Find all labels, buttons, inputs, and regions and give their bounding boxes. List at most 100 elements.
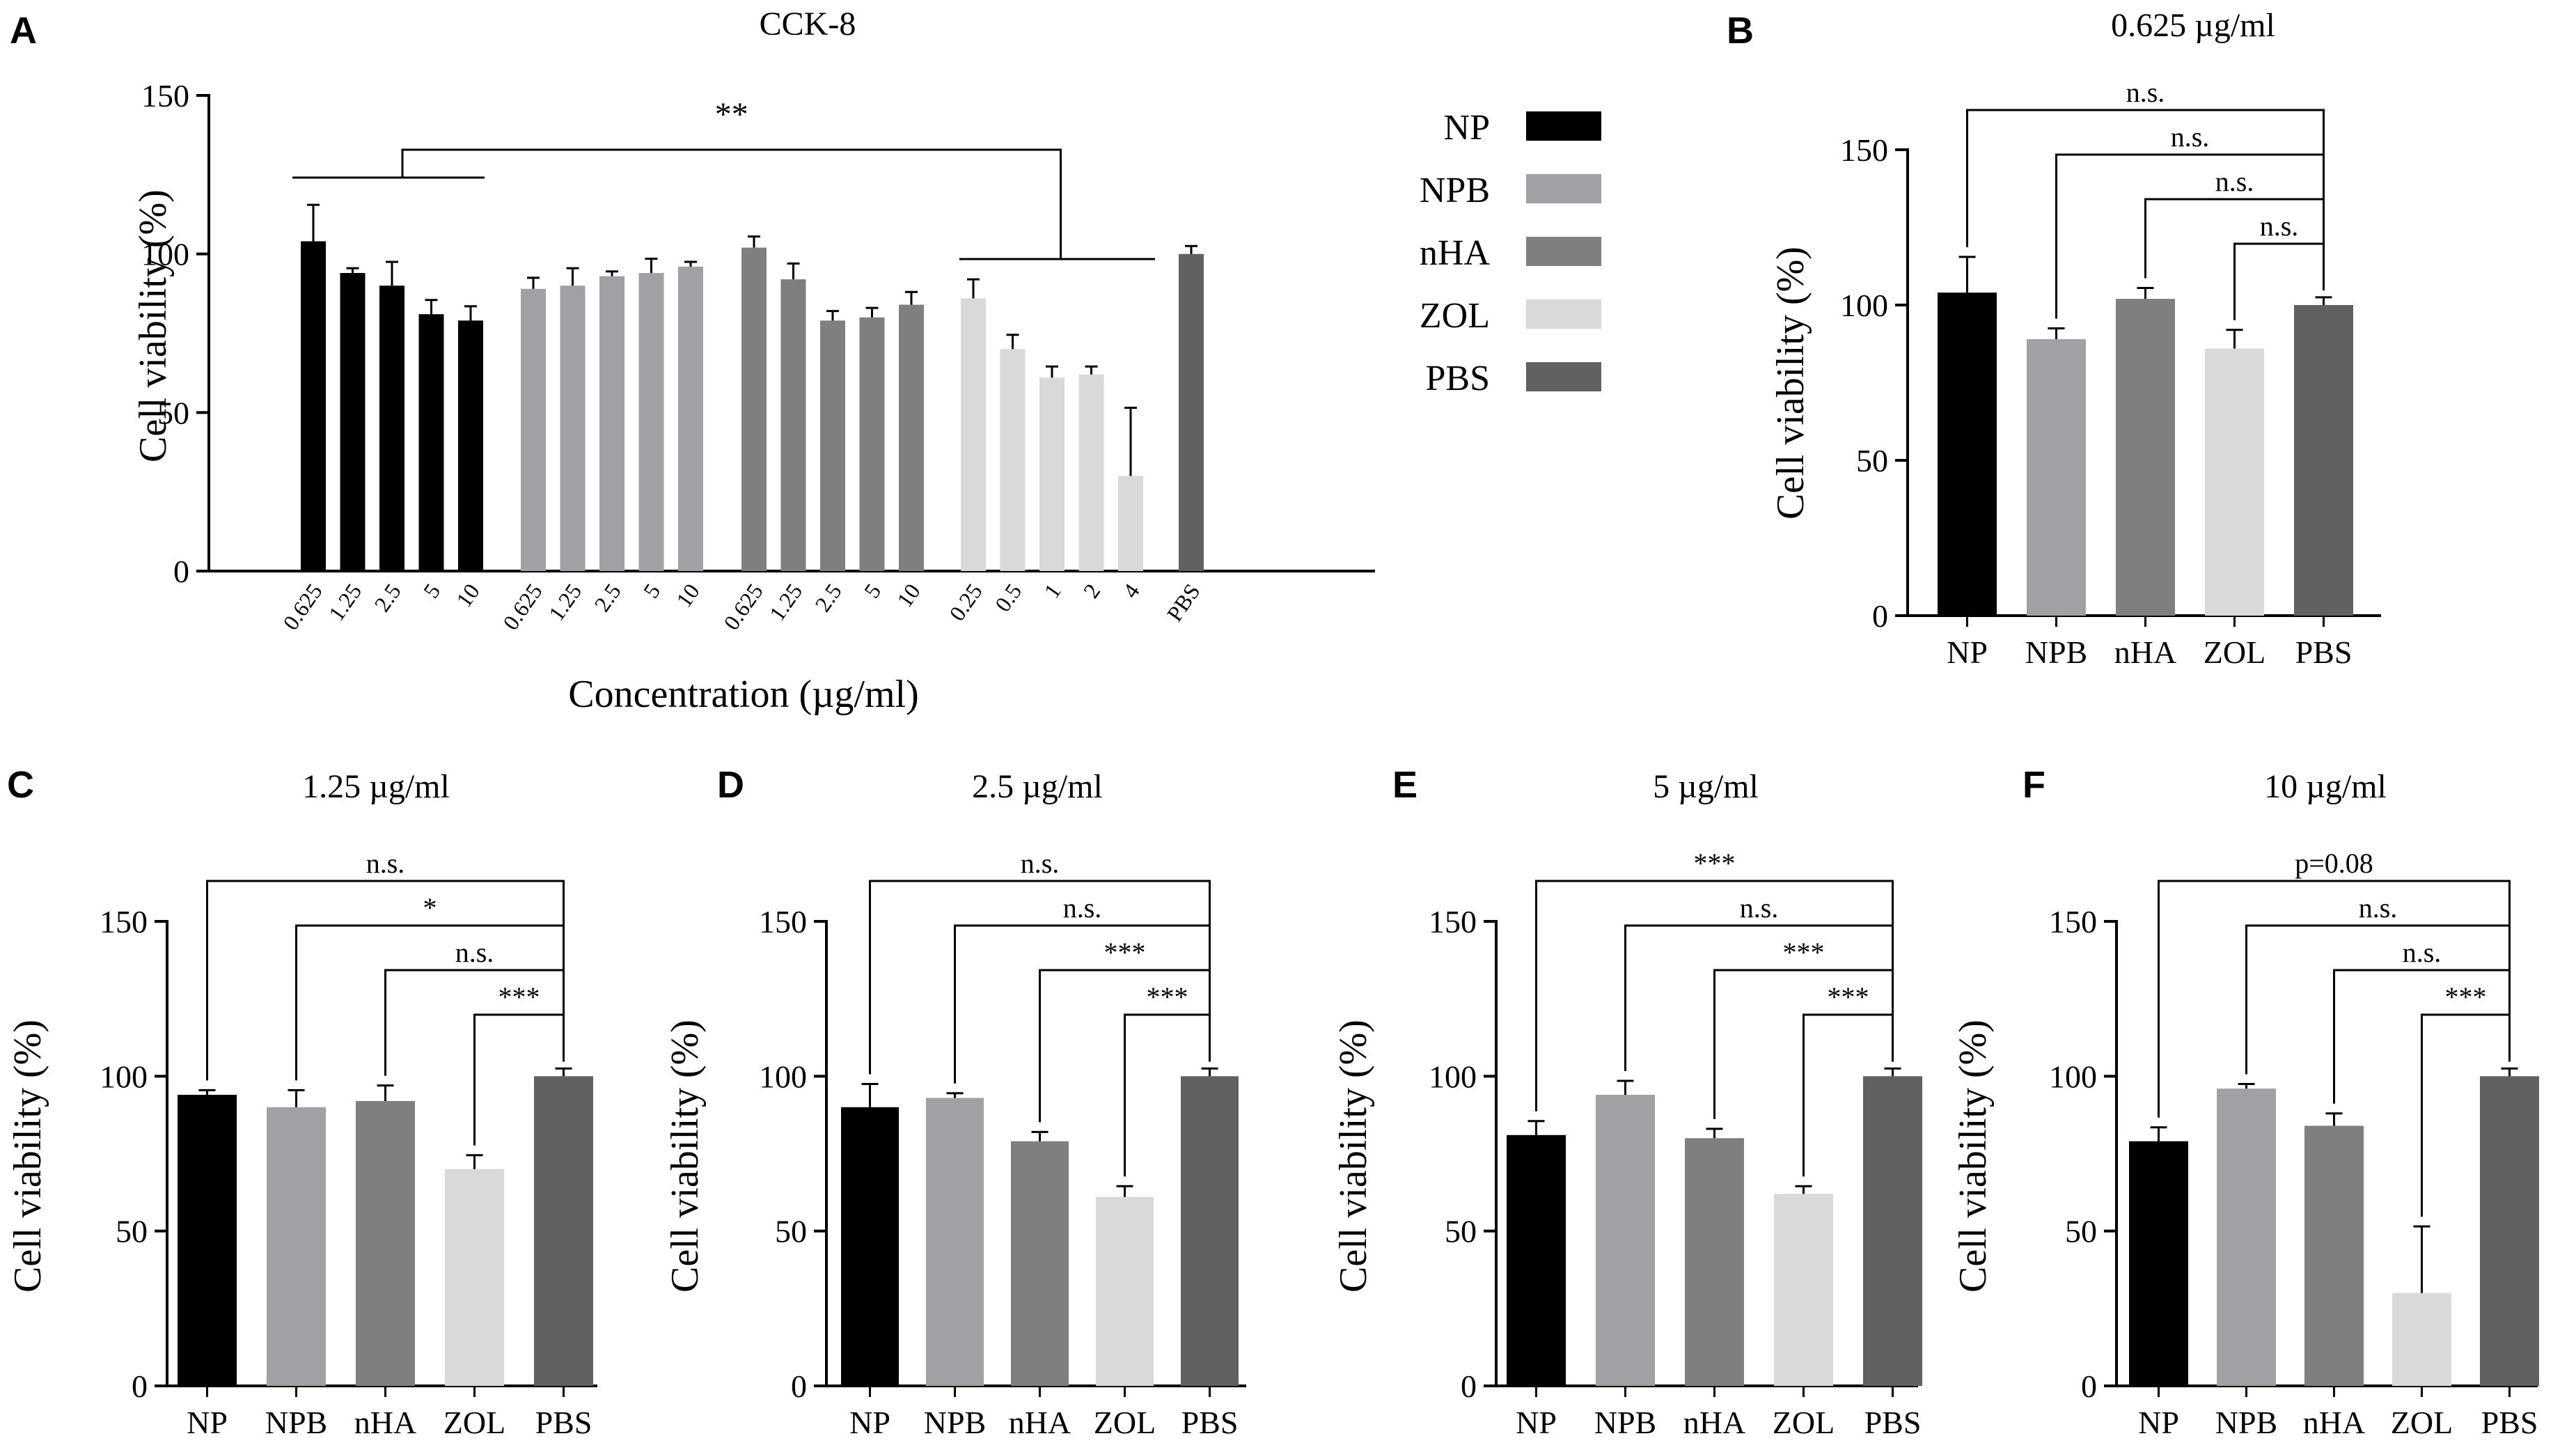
bar-e-np	[1507, 1134, 1566, 1386]
x-tick-label-c: NP	[187, 1405, 228, 1440]
y-tick-label-d: 100	[759, 1059, 807, 1094]
y-axis-title-e: Cell viability (%)	[1332, 1020, 1375, 1293]
panel-label-d: D	[717, 764, 744, 806]
legend: NP NPB nHA ZOL PBS	[1420, 108, 1601, 398]
y-tick-label-e: 150	[1429, 904, 1477, 939]
legend-swatch-npb	[1526, 174, 1601, 203]
bar-a-zol	[1000, 349, 1026, 571]
bar-a-np	[379, 286, 405, 571]
y-axis-title-c: Cell viability (%)	[6, 1020, 49, 1293]
significance-label-f: ***	[2445, 981, 2487, 1013]
x-tick-label-f: nHA	[2303, 1405, 2365, 1440]
x-tick-label-d: NPB	[924, 1405, 986, 1440]
x-tick-label-e: PBS	[1864, 1405, 1922, 1440]
chart-title-d: 2.5 µg/ml	[972, 768, 1103, 805]
x-tick-label-e: nHA	[1683, 1405, 1745, 1440]
bar-b-npb	[2027, 339, 2086, 616]
x-tick-label-a: 2	[1078, 579, 1106, 602]
x-tick-label-a: PBS	[1162, 579, 1205, 625]
x-tick-label-a: 0.625	[278, 579, 327, 634]
x-tick-label-a: 1.25	[764, 579, 808, 625]
bar-b-np	[1938, 292, 1997, 616]
y-tick-label-b: 50	[1856, 443, 1888, 478]
y-tick-label-b: 0	[1872, 598, 1888, 634]
bar-a-nha	[741, 247, 767, 571]
bar-a-nha	[859, 317, 885, 571]
legend-swatch-np	[1526, 111, 1601, 141]
significance-label-c: n.s.	[455, 937, 494, 968]
bar-a-np	[340, 272, 366, 571]
significance-label-b: n.s.	[2126, 77, 2165, 108]
significance-label-e: ***	[1694, 848, 1736, 879]
panel-label-e: E	[1392, 764, 1417, 806]
bar-a-zol	[1039, 377, 1065, 571]
x-tick-label-d: nHA	[1009, 1405, 1071, 1440]
bar-a-nha	[820, 320, 845, 571]
bar-d-nha	[1011, 1141, 1069, 1386]
chart-title-b: 0.625 µg/ml	[2111, 7, 2275, 44]
bar-a-npb	[678, 266, 703, 571]
legend-label-pbs: PBS	[1425, 359, 1490, 398]
x-tick-label-d: ZOL	[1094, 1405, 1156, 1440]
panel-label-f: F	[2023, 764, 2045, 806]
bar-f-np	[2129, 1141, 2188, 1386]
legend-swatch-pbs	[1526, 362, 1601, 391]
bar-a-np	[418, 314, 444, 571]
bar-d-zol	[1096, 1196, 1154, 1386]
y-tick-label-f: 100	[2049, 1059, 2097, 1094]
y-tick-label-d: 50	[775, 1214, 807, 1249]
x-tick-label-a: 0.625	[718, 579, 768, 634]
x-tick-label-c: nHA	[354, 1405, 416, 1440]
x-tick-label-f: NP	[2138, 1405, 2179, 1440]
x-tick-label-a: 1.25	[324, 579, 367, 625]
significance-label-e: ***	[1828, 981, 1869, 1013]
bar-c-pbs	[534, 1076, 593, 1386]
significance-label-e: ***	[1783, 937, 1825, 968]
bar-a-npb	[599, 276, 625, 571]
panel-label-c: C	[7, 764, 34, 806]
x-tick-label-e: ZOL	[1773, 1405, 1835, 1440]
y-tick-label-a: 100	[141, 237, 189, 272]
bar-a-zol	[1118, 476, 1143, 571]
y-axis-title-f: Cell viability (%)	[1951, 1020, 1995, 1293]
chart-title-f: 10 µg/ml	[2264, 768, 2387, 805]
x-tick-label-a: 5	[859, 579, 886, 602]
bar-a-nha	[899, 304, 924, 571]
bar-b-zol	[2205, 348, 2264, 616]
x-tick-label-a: 2.5	[589, 579, 625, 616]
bar-a-np	[458, 320, 483, 571]
chart-title-c: 1.25 µg/ml	[302, 768, 450, 805]
significance-label-f: n.s.	[2359, 892, 2398, 923]
chart-panel-a: CCK-8 Cell viability (%) Concentration (µg…	[132, 6, 1375, 716]
bar-a-zol	[1078, 374, 1104, 571]
y-tick-label-d: 0	[791, 1368, 807, 1404]
x-tick-label-b: NP	[1947, 634, 1988, 670]
bar-f-pbs	[2480, 1076, 2539, 1386]
x-tick-label-a: 10	[671, 579, 705, 611]
bar-a-nha	[780, 279, 806, 571]
x-tick-label-f: PBS	[2481, 1405, 2538, 1440]
x-tick-label-d: PBS	[1181, 1405, 1239, 1440]
x-tick-label-b: ZOL	[2204, 634, 2265, 670]
x-tick-label-a: 4	[1117, 579, 1145, 602]
y-axis-title-a: Cell viability (%)	[132, 189, 175, 462]
bar-f-npb	[2217, 1089, 2276, 1386]
x-tick-label-a: 1	[1039, 579, 1066, 602]
x-tick-label-c: ZOL	[443, 1405, 505, 1440]
significance-label-c: ***	[498, 981, 540, 1013]
bar-f-zol	[2392, 1293, 2451, 1386]
significance-label-b: n.s.	[2260, 210, 2299, 242]
significance-bracket-e	[1803, 1013, 1894, 1177]
legend-label-npb: NPB	[1420, 171, 1490, 210]
panel-label-b: B	[1727, 10, 1754, 52]
x-tick-label-c: PBS	[535, 1405, 592, 1440]
chart-title-e: 5 µg/ml	[1653, 768, 1759, 805]
bar-b-pbs	[2294, 305, 2353, 616]
legend-label-np: NP	[1444, 108, 1490, 148]
legend-swatch-nha	[1526, 237, 1601, 266]
bar-d-pbs	[1181, 1076, 1239, 1386]
x-tick-label-a: 2.5	[810, 579, 846, 616]
y-tick-label-e: 0	[1461, 1368, 1477, 1404]
x-tick-label-f: NPB	[2215, 1405, 2277, 1440]
